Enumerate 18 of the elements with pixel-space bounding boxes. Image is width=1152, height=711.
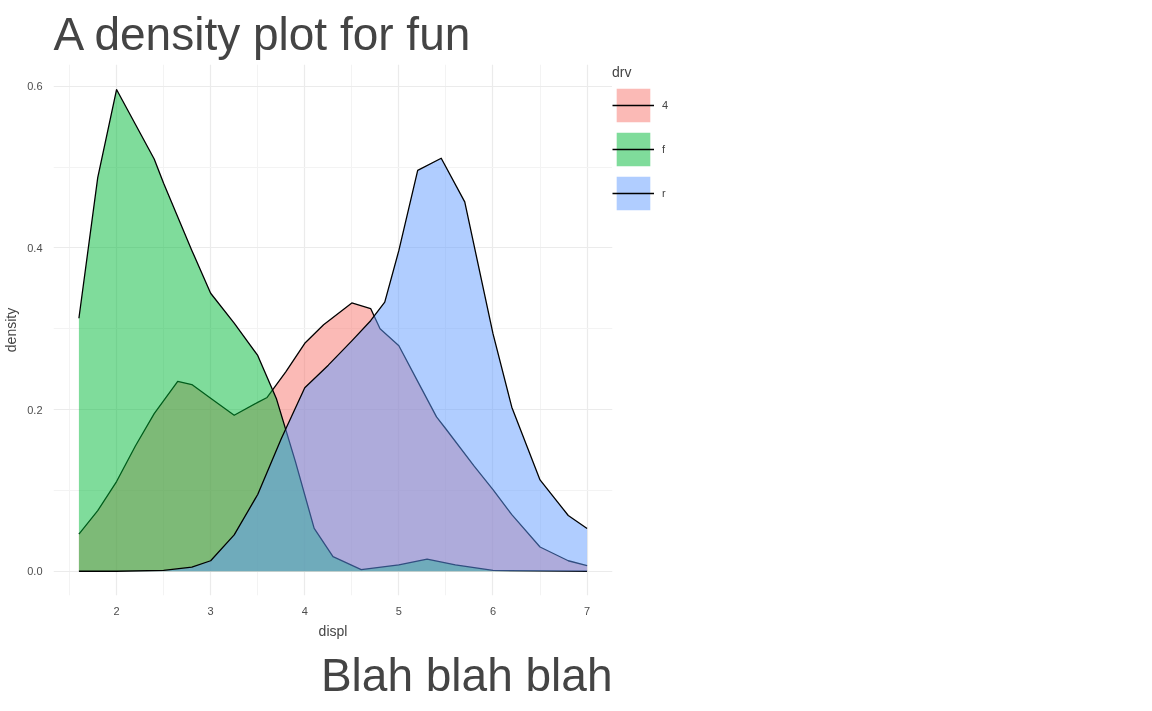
x-tick-label: 7 xyxy=(584,604,591,617)
text: Blah blah blah xyxy=(320,648,613,701)
legend-title: drv xyxy=(612,64,633,80)
y-tick-label: 0.4 xyxy=(27,241,43,254)
y-tick-label: 0.0 xyxy=(27,565,43,578)
x-tick-label: 4 xyxy=(301,604,308,617)
x-tick-label: 2 xyxy=(113,604,120,617)
x-tick-label: 5 xyxy=(395,604,402,617)
chart-title: A density plot for fun xyxy=(53,7,471,60)
legend-label: r xyxy=(662,187,667,199)
y-axis-title: density xyxy=(3,307,20,353)
y-tick-label: 0.2 xyxy=(27,403,43,416)
x-axis-title: displ xyxy=(318,622,348,639)
x-tick-label: 3 xyxy=(207,604,214,617)
y-tick-label: 0.6 xyxy=(27,80,43,93)
legend-label: f xyxy=(662,143,667,155)
x-tick-label: 6 xyxy=(489,604,497,617)
legend-label: 4 xyxy=(662,99,670,111)
